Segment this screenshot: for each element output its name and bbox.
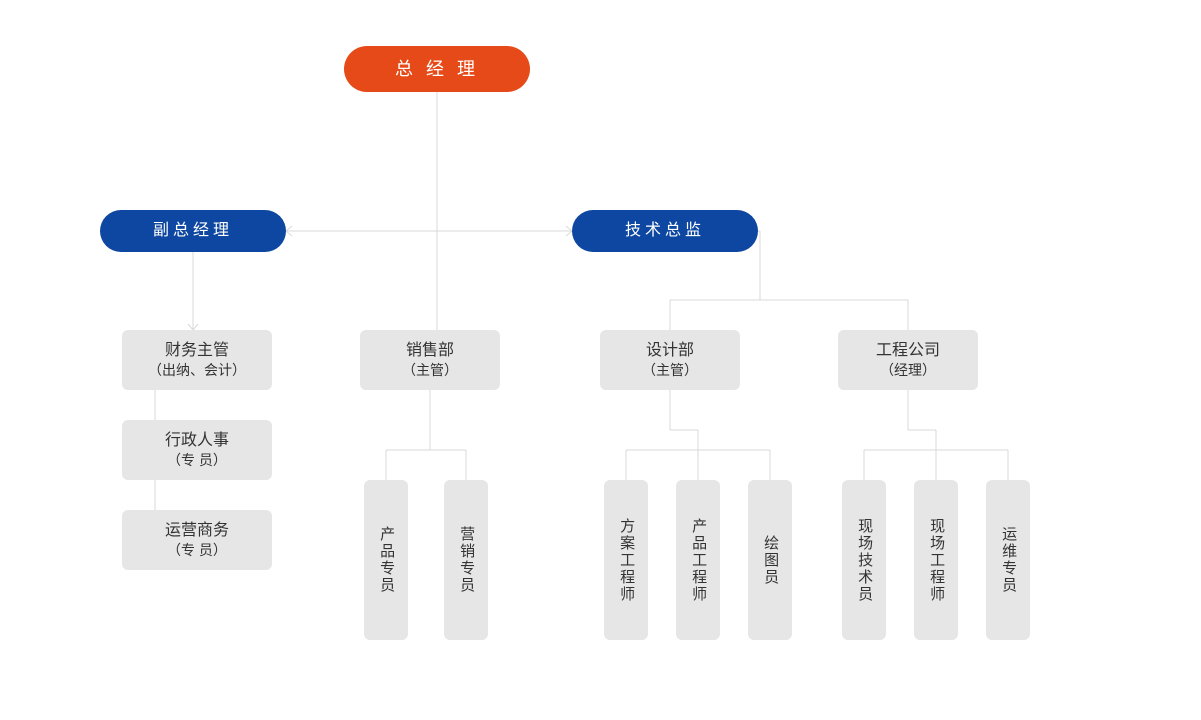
node-eng-b: 现场工程师 xyxy=(914,480,958,640)
node-sales-line2: （主管） xyxy=(402,361,458,380)
node-eng-c-label: 运维专员 xyxy=(998,526,1018,594)
node-eng-line2: （经理） xyxy=(880,361,936,380)
node-sales: 销售部 （主管） xyxy=(360,330,500,390)
node-sales-line1: 销售部 xyxy=(406,340,454,362)
node-design: 设计部 （主管） xyxy=(600,330,740,390)
node-sales-a: 产品专员 xyxy=(364,480,408,640)
node-eng-c: 运维专员 xyxy=(986,480,1030,640)
node-cto-label: 技术总监 xyxy=(625,220,705,242)
node-hr: 行政人事 （专 员） xyxy=(122,420,272,480)
node-sales-b: 营销专员 xyxy=(444,480,488,640)
node-root: 总 经 理 xyxy=(344,46,530,92)
node-design-line2: （主管） xyxy=(642,361,698,380)
node-design-c-label: 绘图员 xyxy=(760,535,780,586)
node-eng-a: 现场技术员 xyxy=(842,480,886,640)
node-design-c: 绘图员 xyxy=(748,480,792,640)
node-vp-label: 副总经理 xyxy=(153,220,233,242)
node-vp: 副总经理 xyxy=(100,210,286,252)
node-hr-line1: 行政人事 xyxy=(165,430,229,452)
node-eng-b-label: 现场工程师 xyxy=(926,518,946,603)
node-finance-line2: （出纳、会计） xyxy=(148,361,246,380)
node-sales-a-label: 产品专员 xyxy=(376,526,396,594)
node-eng-a-label: 现场技术员 xyxy=(854,518,874,603)
node-design-a-label: 方案工程师 xyxy=(616,518,636,603)
node-cto: 技术总监 xyxy=(572,210,758,252)
node-eng-line1: 工程公司 xyxy=(876,340,940,362)
node-eng: 工程公司 （经理） xyxy=(838,330,978,390)
node-ops-line1: 运营商务 xyxy=(165,520,229,542)
node-design-b: 产品工程师 xyxy=(676,480,720,640)
node-finance: 财务主管 （出纳、会计） xyxy=(122,330,272,390)
node-design-a: 方案工程师 xyxy=(604,480,648,640)
node-finance-line1: 财务主管 xyxy=(165,340,229,362)
node-sales-b-label: 营销专员 xyxy=(456,526,476,594)
node-design-b-label: 产品工程师 xyxy=(688,518,708,603)
node-hr-line2: （专 员） xyxy=(167,451,227,470)
node-design-line1: 设计部 xyxy=(646,340,694,362)
node-ops-line2: （专 员） xyxy=(167,541,227,560)
node-ops: 运营商务 （专 员） xyxy=(122,510,272,570)
node-root-label: 总 经 理 xyxy=(395,57,479,81)
